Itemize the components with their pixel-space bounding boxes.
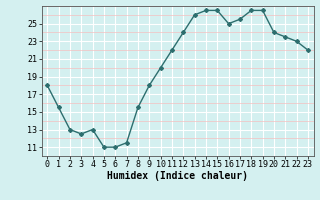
X-axis label: Humidex (Indice chaleur): Humidex (Indice chaleur) [107,171,248,181]
